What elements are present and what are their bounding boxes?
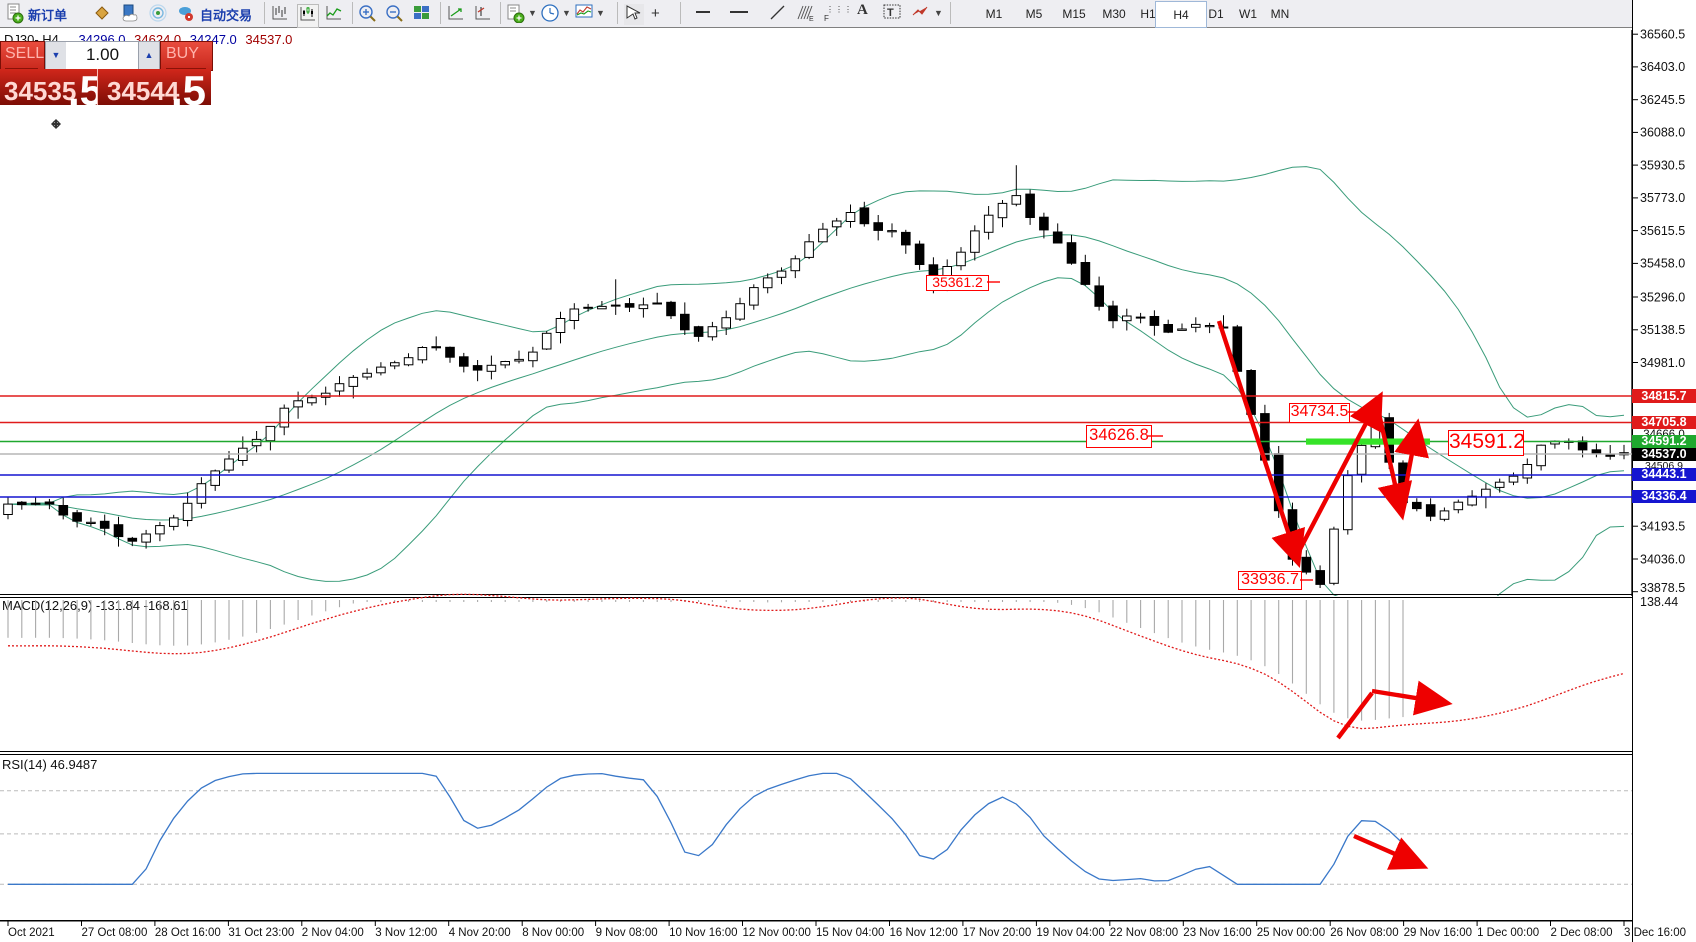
svg-text:26 Nov 08:00: 26 Nov 08:00 <box>1330 927 1398 939</box>
svg-text:3 Dec 16:00: 3 Dec 16:00 <box>1624 927 1686 939</box>
svg-text:12 Nov 00:00: 12 Nov 00:00 <box>743 927 811 939</box>
svg-text:2 Nov 04:00: 2 Nov 04:00 <box>302 927 364 939</box>
svg-text:19 Nov 04:00: 19 Nov 04:00 <box>1036 927 1104 939</box>
svg-text:3 Nov 12:00: 3 Nov 12:00 <box>375 927 437 939</box>
svg-text:17 Nov 20:00: 17 Nov 20:00 <box>963 927 1031 939</box>
svg-text:23 Nov 16:00: 23 Nov 16:00 <box>1183 927 1251 939</box>
svg-text:29 Nov 16:00: 29 Nov 16:00 <box>1404 927 1472 939</box>
svg-text:15 Nov 04:00: 15 Nov 04:00 <box>816 927 884 939</box>
svg-text:27 Oct 08:00: 27 Oct 08:00 <box>82 927 148 939</box>
svg-text:28 Oct 16:00: 28 Oct 16:00 <box>155 927 221 939</box>
svg-text:22 Nov 08:00: 22 Nov 08:00 <box>1110 927 1178 939</box>
svg-text:2 Dec 08:00: 2 Dec 08:00 <box>1551 927 1613 939</box>
svg-text:8 Nov 00:00: 8 Nov 00:00 <box>522 927 584 939</box>
svg-text:9 Nov 08:00: 9 Nov 08:00 <box>596 927 658 939</box>
svg-text:1 Dec 00:00: 1 Dec 00:00 <box>1477 927 1539 939</box>
svg-text:25 Nov 00:00: 25 Nov 00:00 <box>1257 927 1325 939</box>
svg-text:4 Nov 20:00: 4 Nov 20:00 <box>449 927 511 939</box>
svg-text:Oct 2021: Oct 2021 <box>8 927 55 939</box>
svg-text:10 Nov 16:00: 10 Nov 16:00 <box>669 927 737 939</box>
svg-text:16 Nov 12:00: 16 Nov 12:00 <box>890 927 958 939</box>
svg-text:31 Oct 23:00: 31 Oct 23:00 <box>228 927 294 939</box>
